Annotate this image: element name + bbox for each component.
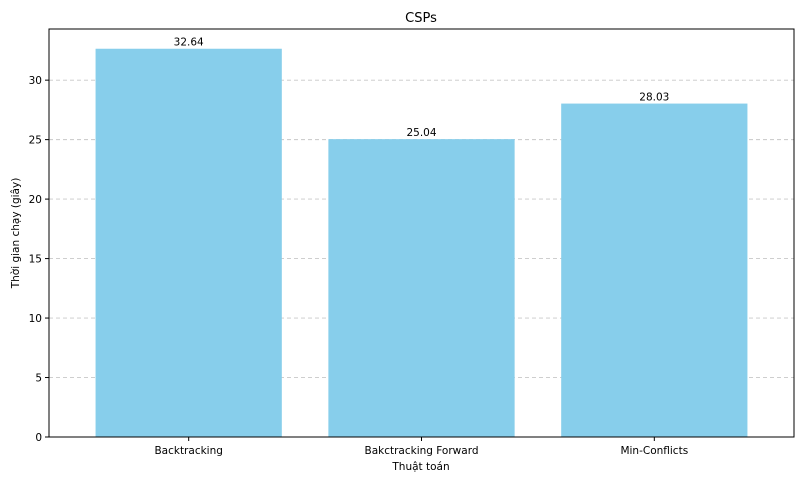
bar-value-labels: 32.64 25.04 28.03 xyxy=(174,37,670,139)
y-axis-ticks: 0 5 10 15 20 25 30 xyxy=(29,75,49,444)
x-axis-ticks: Backtracking Bakctracking Forward Min-Conf… xyxy=(154,437,688,457)
x-tick-label-0: Backtracking xyxy=(154,445,222,457)
bar-0 xyxy=(95,48,282,437)
bar-value-label-1: 25.04 xyxy=(406,127,436,139)
x-tick-label-2: Min-Conflicts xyxy=(620,445,688,457)
bar-value-label-2: 28.03 xyxy=(639,92,669,104)
chart-title: CSPs xyxy=(405,11,437,26)
x-axis-label: Thuật toán xyxy=(391,461,449,473)
x-tick-label-1: Bakctracking Forward xyxy=(364,445,478,457)
y-tick-label-4: 20 xyxy=(29,194,42,206)
bar-2 xyxy=(561,103,748,438)
y-axis-label: Thời gian chạy (giây) xyxy=(10,178,22,290)
y-tick-label-1: 5 xyxy=(35,373,42,385)
bar-1 xyxy=(328,139,515,437)
y-tick-label-6: 30 xyxy=(29,75,42,87)
y-tick-label-0: 0 xyxy=(35,432,42,444)
y-tick-label-3: 15 xyxy=(29,254,42,266)
y-tick-label-2: 10 xyxy=(29,313,42,325)
y-tick-label-5: 25 xyxy=(29,135,42,147)
bar-value-label-0: 32.64 xyxy=(174,37,204,49)
bars xyxy=(95,48,748,438)
